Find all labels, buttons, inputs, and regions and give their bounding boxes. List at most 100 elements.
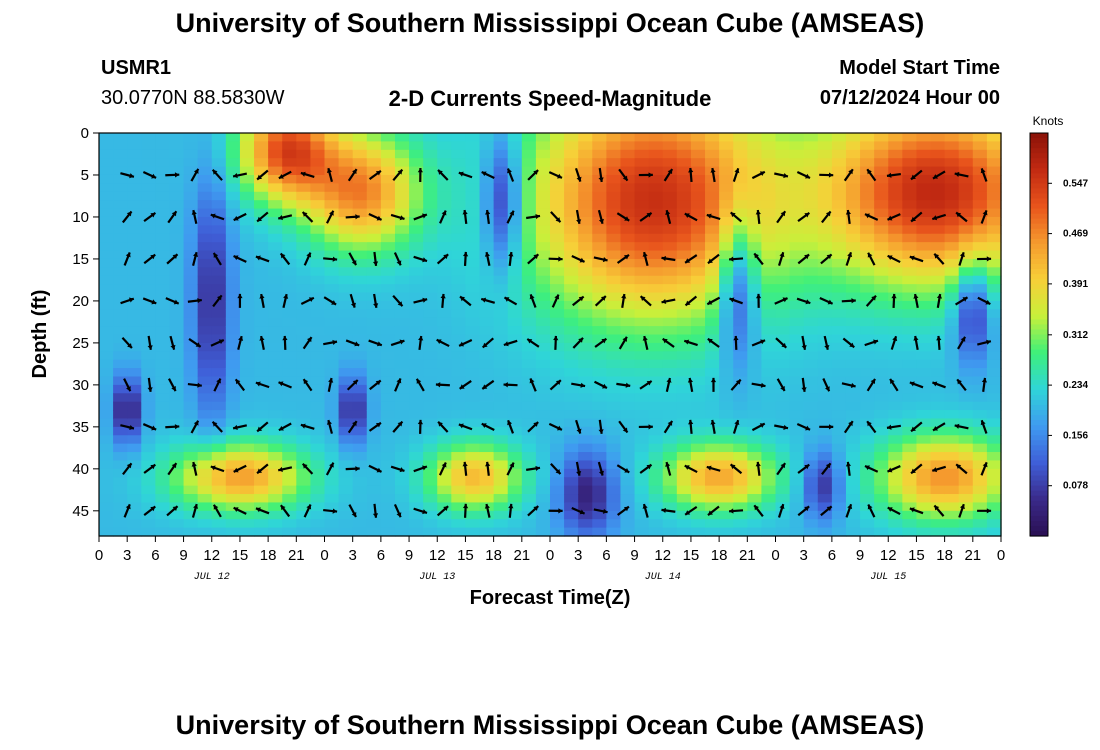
heatmap-cell — [578, 435, 593, 445]
heatmap-cell — [845, 233, 861, 243]
heatmap-cell — [409, 166, 424, 176]
colorbar-segment — [1030, 425, 1048, 431]
heatmap-cell — [986, 183, 1002, 193]
heatmap-cell — [620, 418, 636, 428]
heatmap-cell — [197, 410, 213, 420]
heatmap-cell — [564, 191, 579, 201]
heatmap-cell — [239, 435, 255, 445]
heatmap-cell — [197, 309, 213, 319]
heatmap-cell — [423, 275, 438, 285]
heatmap-cell — [169, 141, 185, 151]
heatmap-cell — [183, 418, 199, 428]
heatmap-cell — [451, 443, 467, 453]
heatmap-cell — [690, 460, 706, 470]
heatmap-cell — [888, 166, 903, 176]
heatmap-cell — [113, 133, 128, 142]
heatmap-cell — [380, 200, 396, 210]
heatmap-cell — [944, 183, 960, 193]
heatmap-cell — [99, 368, 114, 378]
heatmap-cell — [254, 477, 269, 487]
current-arrow — [436, 338, 450, 348]
heatmap-cell — [296, 527, 311, 537]
heatmap-cell — [169, 242, 185, 252]
heatmap-cell — [183, 384, 199, 394]
heatmap-cell — [380, 258, 396, 268]
heatmap-cell — [944, 242, 960, 252]
heatmap-cell — [338, 317, 354, 327]
heatmap-cell — [676, 275, 692, 285]
heatmap-cell — [972, 300, 988, 310]
heatmap-cell — [338, 284, 354, 294]
current-arrow — [593, 256, 608, 263]
colorbar-segment — [1030, 339, 1048, 346]
heatmap-cell — [761, 158, 777, 168]
heatmap-cell — [99, 174, 114, 184]
heatmap-cell — [606, 309, 622, 319]
heatmap-cell — [944, 216, 960, 226]
current-arrow — [348, 252, 358, 266]
heatmap-cell — [676, 494, 692, 504]
heatmap-cell — [564, 460, 579, 470]
heatmap-cell — [211, 208, 227, 218]
current-arrow — [187, 382, 202, 388]
heatmap-cell — [394, 284, 410, 294]
heatmap-cell — [352, 233, 368, 243]
heatmap-cell — [409, 527, 424, 537]
heatmap-cell — [254, 384, 269, 394]
heatmap-cell — [719, 485, 734, 495]
heatmap-cell — [634, 435, 650, 445]
heatmap-cell — [874, 468, 889, 478]
heatmap-cell — [690, 225, 706, 235]
heatmap-cell — [465, 443, 481, 453]
heatmap-cell — [254, 191, 269, 201]
heatmap-cell — [197, 250, 213, 260]
heatmap-cell — [352, 300, 368, 310]
heatmap-cell — [310, 200, 326, 210]
heatmap-cell — [550, 510, 565, 520]
heatmap-cell — [352, 376, 368, 386]
heatmap-cell — [733, 309, 748, 319]
heatmap-cell — [493, 141, 509, 151]
heatmap-cell — [479, 334, 495, 344]
heatmap-cell — [310, 158, 326, 168]
heatmap-cell — [380, 233, 396, 243]
heatmap-cell — [634, 166, 650, 176]
heatmap-cell — [902, 468, 918, 478]
heatmap-cell — [409, 376, 424, 386]
heatmap-cell — [888, 452, 903, 462]
current-arrow — [665, 461, 672, 476]
heatmap-cell — [493, 519, 509, 529]
heatmap-cell — [958, 527, 974, 537]
heatmap-cell — [775, 342, 791, 352]
heatmap-cell — [676, 300, 692, 310]
heatmap-cell — [423, 368, 438, 378]
heatmap-cell — [423, 401, 438, 411]
heatmap-cell — [99, 527, 114, 537]
heatmap-cell — [282, 368, 297, 378]
heatmap-cell — [888, 326, 903, 336]
heatmap-cell — [578, 468, 593, 478]
heatmap-cell — [211, 485, 227, 495]
heatmap-cell — [564, 317, 579, 327]
colorbar-segment — [1030, 430, 1048, 436]
heatmap-cell — [719, 250, 734, 260]
heatmap-cell — [169, 149, 185, 159]
heatmap-cell — [874, 225, 889, 235]
heatmap-cell — [451, 166, 467, 176]
heatmap-cell — [578, 418, 593, 428]
heatmap-cell — [986, 351, 1002, 361]
heatmap-cell — [845, 242, 861, 252]
heatmap-cell — [423, 418, 438, 428]
heatmap-cell — [394, 225, 410, 235]
current-arrow — [347, 420, 358, 434]
heatmap-cell — [268, 242, 283, 252]
heatmap-cell — [99, 401, 114, 411]
heatmap-cell — [874, 494, 889, 504]
heatmap-cell — [268, 527, 283, 537]
heatmap-cell — [521, 452, 537, 462]
heatmap-cell — [197, 527, 213, 537]
heatmap-cell — [888, 300, 903, 310]
heatmap-cell — [394, 502, 410, 512]
heatmap-cell — [902, 166, 918, 176]
colorbar-segment — [1030, 354, 1048, 361]
